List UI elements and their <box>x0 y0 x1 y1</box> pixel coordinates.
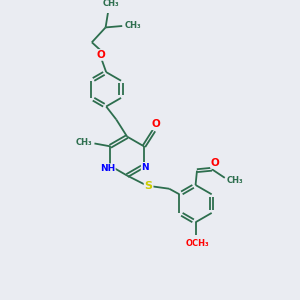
Text: OCH₃: OCH₃ <box>186 239 210 248</box>
Text: CH₃: CH₃ <box>125 22 141 31</box>
Text: O: O <box>151 119 160 129</box>
Text: O: O <box>211 158 220 168</box>
Text: NH: NH <box>100 164 115 173</box>
Text: S: S <box>145 182 153 191</box>
Text: CH₃: CH₃ <box>75 137 92 146</box>
Text: CH₃: CH₃ <box>226 176 243 185</box>
Text: CH₃: CH₃ <box>103 0 120 8</box>
Text: N: N <box>142 163 149 172</box>
Text: O: O <box>97 50 106 60</box>
